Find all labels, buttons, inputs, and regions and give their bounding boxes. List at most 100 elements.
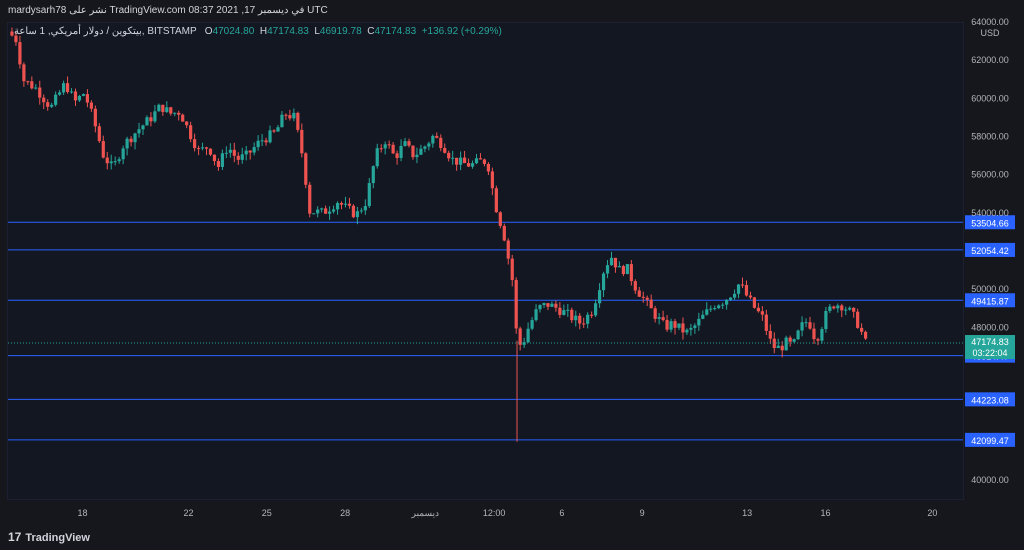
level-price-label: 42099.47	[971, 436, 1009, 446]
candle-body	[42, 97, 46, 103]
candle-body	[701, 314, 705, 319]
candle-body	[518, 328, 522, 345]
candle-body	[288, 115, 292, 119]
candle-body	[744, 285, 749, 296]
candle-body	[50, 104, 54, 107]
x-tick-label: 13	[742, 508, 752, 518]
candle-body	[820, 329, 824, 341]
candle-body	[578, 315, 582, 324]
candle-body	[228, 149, 232, 153]
candle-body	[466, 163, 471, 167]
y-tick-label: 60000.00	[971, 93, 1009, 103]
level-price-box	[965, 242, 1015, 257]
candle-body	[637, 290, 641, 297]
candle-body	[768, 330, 772, 339]
candle-body	[427, 143, 431, 147]
candle-body	[502, 225, 506, 241]
candle-body	[391, 144, 395, 154]
candle-body	[673, 321, 677, 328]
tradingview-brand-text: TradingView	[25, 532, 90, 544]
candle-body	[705, 309, 709, 315]
candle-body	[81, 94, 86, 96]
high-value: 47174.83	[267, 26, 309, 37]
candle-body	[860, 327, 864, 332]
candle-body	[582, 323, 586, 325]
candle-body	[856, 311, 860, 328]
candle-body	[530, 320, 534, 329]
candle-body	[780, 345, 784, 351]
candle-body	[649, 299, 653, 309]
candle-body	[308, 184, 312, 214]
candle-body	[46, 102, 50, 107]
candle-body	[657, 317, 661, 319]
level-price-label: 52054.42	[971, 246, 1009, 256]
last-price-box	[965, 335, 1015, 360]
candle-body	[61, 83, 66, 93]
candle-body	[212, 154, 217, 162]
candle-body	[411, 145, 415, 158]
candle-body	[570, 309, 574, 321]
price-chart[interactable]: 53504.6652054.4249415.8746514.4744223.08…	[0, 0, 1024, 524]
last-price-label: 47174.83	[971, 337, 1009, 347]
candle-body	[728, 297, 733, 300]
level-price-label: 53504.66	[971, 218, 1009, 228]
candle-body	[351, 205, 356, 218]
candle-body	[756, 307, 760, 312]
candle-body	[407, 141, 411, 146]
candle-body	[439, 137, 443, 148]
candle-body	[740, 284, 745, 286]
y-tick-label: 62000.00	[971, 55, 1009, 65]
candle-body	[693, 325, 697, 328]
tradingview-logo[interactable]: 17 TradingView	[8, 530, 90, 544]
currency-label: USD	[980, 28, 1000, 38]
candle-body	[725, 299, 729, 305]
candle-body	[375, 148, 379, 167]
candle-body	[399, 146, 403, 158]
candle-body	[435, 135, 439, 138]
candle-body	[772, 338, 776, 349]
candle-body	[574, 315, 578, 321]
candle-body	[447, 152, 451, 159]
candle-body	[121, 148, 125, 160]
candle-body	[697, 318, 701, 326]
x-tick-label: 22	[183, 508, 193, 518]
candle-body	[792, 339, 796, 342]
candle-body	[566, 309, 570, 311]
candle-body	[621, 266, 626, 275]
candle-body	[320, 208, 324, 210]
candle-body	[347, 203, 352, 206]
candle-body	[54, 94, 58, 105]
y-tick-label: 56000.00	[971, 170, 1009, 180]
change-value: +136.92 (+0.29%)	[421, 26, 502, 37]
candle-body	[26, 81, 30, 83]
low-value: 46919.78	[319, 26, 362, 37]
candle-body	[661, 317, 665, 320]
candle-body	[97, 126, 101, 142]
candle-body	[689, 327, 693, 330]
y-tick-label: 48000.00	[971, 322, 1009, 332]
candle-body	[343, 203, 348, 205]
candle-body	[371, 166, 375, 184]
x-tick-label: 16	[820, 508, 830, 518]
candle-body	[387, 144, 391, 146]
candle-body	[264, 140, 268, 143]
candle-body	[105, 157, 109, 164]
level-price-label: 49415.87	[971, 296, 1009, 306]
open-value: 47024.80	[212, 26, 255, 37]
candle-body	[193, 139, 197, 149]
candle-body	[419, 148, 423, 155]
candle-body	[459, 157, 463, 165]
candle-body	[77, 95, 82, 101]
candle-body	[562, 310, 566, 315]
candle-body	[129, 138, 133, 143]
candle-body	[784, 337, 788, 351]
candle-body	[379, 148, 383, 150]
candle-body	[423, 146, 427, 149]
candle-body	[73, 91, 78, 101]
candle-body	[268, 130, 272, 143]
candle-body	[597, 290, 602, 304]
candle-body	[18, 42, 22, 65]
candle-body	[30, 81, 34, 89]
y-tick-label: 54000.00	[971, 208, 1009, 218]
candle-body	[256, 140, 260, 148]
